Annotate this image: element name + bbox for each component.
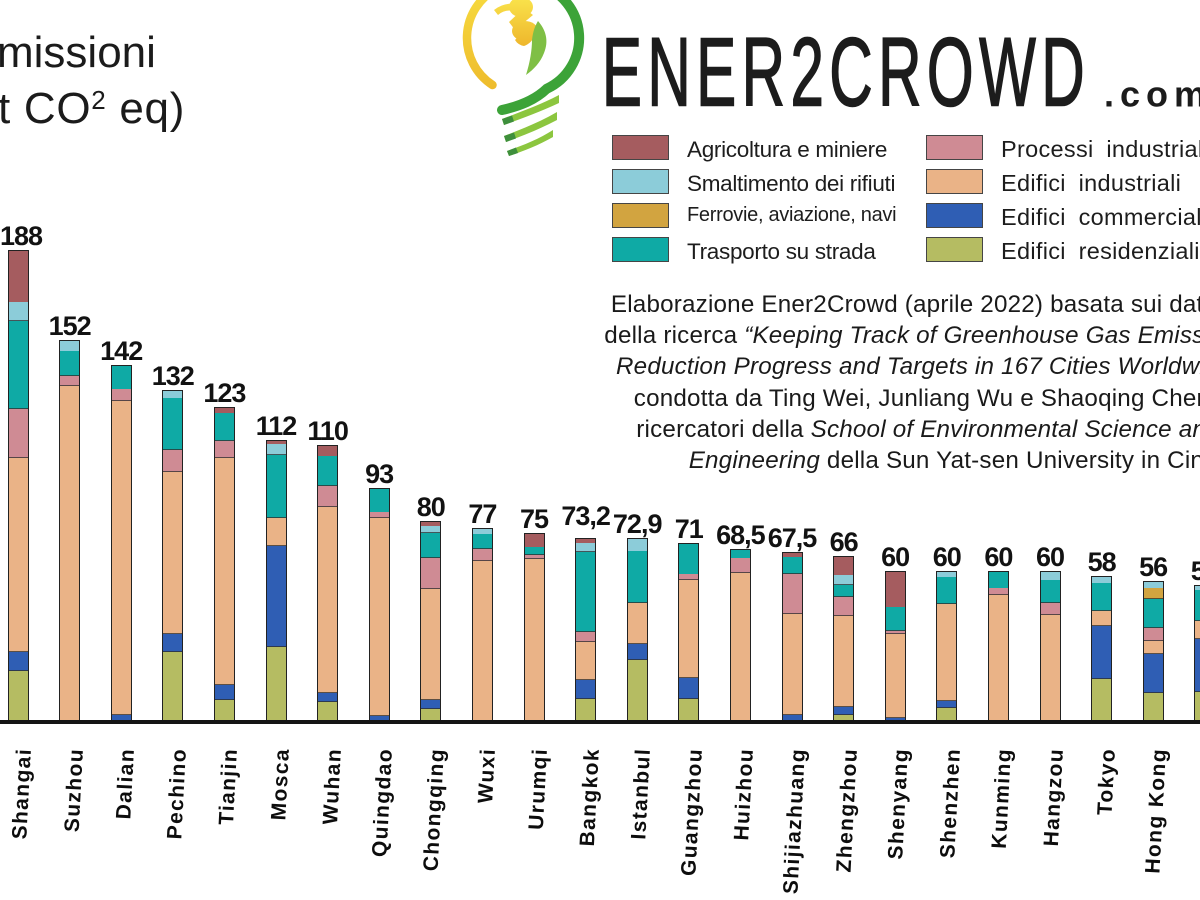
svg-text:ENER2CROWD: ENER2CROWD bbox=[602, 19, 1090, 127]
svg-text:.com: .com bbox=[1104, 73, 1200, 114]
